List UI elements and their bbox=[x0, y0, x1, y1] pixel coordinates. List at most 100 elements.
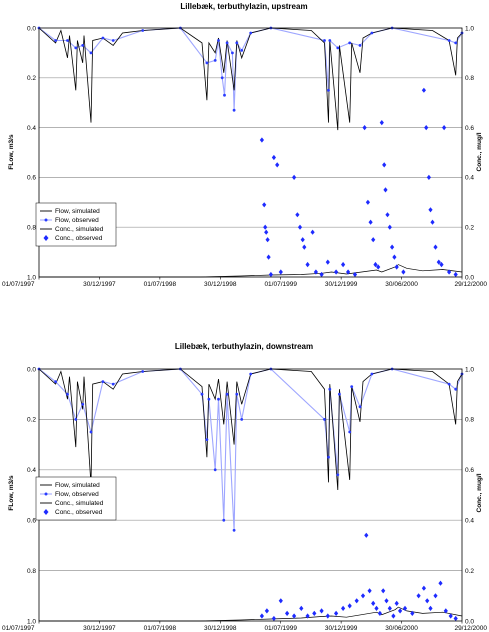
flow-observed-point bbox=[328, 39, 332, 42]
conc-observed-point bbox=[439, 261, 444, 268]
flow-observed-point bbox=[336, 46, 340, 50]
conc-observed-point bbox=[354, 598, 359, 604]
conc-observed-point bbox=[259, 137, 264, 143]
conc-observed-point bbox=[299, 605, 304, 611]
x-tick-label: 30/12/1999 bbox=[325, 281, 358, 288]
flow-observed-point bbox=[141, 370, 145, 373]
flow-observed-point bbox=[205, 61, 209, 65]
flow-observed-point bbox=[222, 518, 226, 522]
flow-observed-point bbox=[336, 473, 340, 477]
conc-observed-point bbox=[433, 593, 438, 599]
right-axis-ticks: 1.0 0.8 0.6 0.4 0.2 0.0 bbox=[465, 366, 474, 625]
conc-observed-point bbox=[278, 598, 283, 604]
flow-observed-point bbox=[370, 372, 374, 376]
right-tick-label: 0.4 bbox=[465, 175, 474, 182]
legend-box bbox=[35, 202, 117, 247]
conc-observed-point bbox=[438, 580, 443, 586]
conc-observed-point bbox=[278, 269, 283, 275]
conc-observed-point bbox=[391, 613, 396, 619]
legend-box bbox=[35, 476, 117, 521]
right-axis-label: Conc., mug/l bbox=[476, 132, 483, 171]
flow-observed-point bbox=[358, 44, 362, 47]
conc-observed-point bbox=[346, 269, 351, 275]
conc-observed-point bbox=[325, 613, 330, 619]
chart-title: Lillebæk, terbuthylazin, downstream bbox=[175, 342, 313, 351]
right-tick-label: 0.2 bbox=[465, 225, 474, 232]
flow-observed-point bbox=[249, 372, 253, 376]
conc-observed-point bbox=[387, 605, 392, 611]
left-tick-label: 0.2 bbox=[27, 417, 36, 424]
flow-observed-point bbox=[54, 39, 57, 42]
conc-observed-point bbox=[313, 269, 318, 275]
flow-observed-point bbox=[235, 41, 239, 45]
conc-observed-point bbox=[381, 588, 386, 594]
conc-observed-point bbox=[312, 610, 317, 616]
left-tick-label: 0.2 bbox=[27, 75, 36, 82]
conc-observed-point bbox=[410, 610, 415, 616]
legend-label-conc-simulated: Conc., simulated bbox=[55, 226, 104, 233]
conc-observed-point bbox=[302, 244, 307, 250]
conc-observed-point bbox=[347, 603, 352, 609]
conc-observed-point bbox=[433, 244, 438, 250]
flow-observed-point bbox=[213, 59, 217, 62]
flow-observed-point bbox=[207, 397, 211, 401]
conc-observed-point bbox=[392, 254, 397, 260]
legend: Flow, simulated Flow, observed Conc., si… bbox=[35, 202, 117, 247]
conc-observed-point bbox=[367, 588, 372, 594]
flow-observed-point bbox=[232, 108, 236, 112]
x-tick-label: 01/07/1998 bbox=[144, 625, 177, 632]
conc-observed-point bbox=[453, 615, 458, 622]
plot-frame bbox=[38, 27, 463, 278]
conc-observed-point bbox=[325, 259, 330, 265]
legend-marker-conc-observed bbox=[43, 509, 49, 515]
conc-observed-point bbox=[365, 199, 370, 205]
flow-observed-point bbox=[249, 31, 253, 35]
conc-observed-point bbox=[426, 174, 431, 180]
flow-observed-point bbox=[323, 39, 326, 42]
conc-observed-point bbox=[421, 585, 426, 591]
right-tick-label: 0.0 bbox=[465, 618, 474, 625]
conc-observed-point bbox=[360, 593, 366, 599]
flow-observed-point bbox=[235, 392, 239, 396]
conc-observed-point bbox=[390, 244, 395, 250]
flow-observed-point bbox=[348, 430, 352, 434]
conc-observed-point bbox=[352, 271, 358, 278]
right-tick-label: 0.6 bbox=[465, 467, 474, 474]
flow-observed-point bbox=[89, 430, 93, 434]
flow-observed-point bbox=[111, 382, 115, 386]
flow-observed-point bbox=[74, 418, 78, 421]
legend-label-conc-simulated: Conc., simulated bbox=[55, 500, 104, 507]
conc-observed-point bbox=[430, 219, 435, 225]
flow-observed-point bbox=[225, 392, 229, 396]
conc-observed-point bbox=[292, 174, 297, 180]
flow-observed-point bbox=[54, 380, 57, 383]
left-tick-label: 0.4 bbox=[27, 125, 36, 132]
conc-observed-point bbox=[264, 229, 269, 235]
flow-observed-point bbox=[81, 44, 85, 47]
conc-observed-point bbox=[416, 593, 421, 599]
x-tick-label: 01/07/1999 bbox=[264, 625, 297, 632]
flow-observed-point bbox=[338, 392, 341, 396]
flow-observed-point bbox=[101, 380, 105, 383]
flow-observed-point bbox=[89, 51, 93, 55]
flow-observed-point bbox=[111, 39, 115, 42]
conc-observed-point bbox=[398, 608, 403, 614]
flow-observed-point bbox=[328, 387, 332, 391]
left-tick-label: 0.0 bbox=[27, 366, 36, 373]
conc-observed-point bbox=[268, 271, 273, 278]
conc-observed-point bbox=[341, 605, 346, 611]
flow-observed-point bbox=[213, 468, 217, 472]
flow-observed-point bbox=[74, 46, 78, 50]
conc-observed-point bbox=[275, 162, 280, 168]
flow-observed-point bbox=[240, 418, 244, 421]
conc-observed-point bbox=[442, 125, 447, 131]
left-axis-label: FLow, m3/s bbox=[8, 475, 15, 511]
conc-observed-point bbox=[271, 154, 276, 161]
flow-observed-point bbox=[220, 76, 224, 80]
conc-observed-point bbox=[447, 269, 452, 275]
conc-observed-point bbox=[334, 269, 339, 275]
x-axis-ticks: 01/07/1997 30/12/1997 01/07/1998 30/12/1998… bbox=[2, 277, 487, 288]
right-tick-label: 1.0 bbox=[465, 366, 474, 373]
flow-observed-point bbox=[350, 385, 354, 388]
legend-marker-conc-observed bbox=[43, 235, 49, 241]
